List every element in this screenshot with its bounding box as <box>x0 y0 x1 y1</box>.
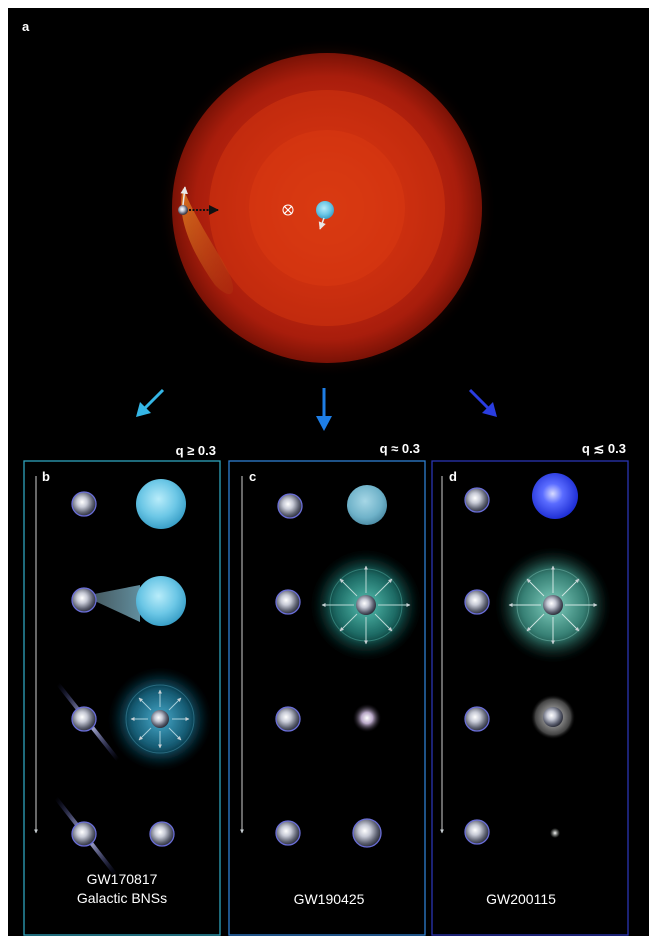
neutron-star <box>71 491 97 517</box>
compact-remnant <box>353 704 381 732</box>
neutron-star <box>277 493 303 519</box>
panel-c-caption: GW190425 <box>294 891 365 907</box>
neutron-star <box>71 706 97 732</box>
neutron-star <box>464 487 490 513</box>
panel-d-label: d <box>449 469 457 484</box>
neutron-star <box>275 820 301 846</box>
arrow-to-d-icon <box>468 388 497 417</box>
neutron-star <box>464 706 490 732</box>
helium-star <box>136 479 186 529</box>
panel-b-label: b <box>42 469 50 484</box>
ejecta-arrows <box>321 565 411 645</box>
panel-b-caption-line-1: GW170817 <box>87 871 158 887</box>
panel-c: c GW190425 <box>228 460 426 936</box>
ejecta-arrows <box>130 689 190 749</box>
arrow-to-c-icon <box>316 388 332 431</box>
spiral-in-tail <box>181 188 234 295</box>
arrow-to-b-icon <box>136 388 165 417</box>
newborn-neutron-star <box>356 595 376 615</box>
ejecta-arrows <box>508 565 598 645</box>
helium-star <box>347 485 387 525</box>
neutron-star <box>71 587 97 613</box>
neutron-star <box>71 821 97 847</box>
panel-c-q-label: q ≈ 0.3 <box>380 441 420 456</box>
newborn-neutron-star <box>543 595 563 615</box>
panel-d: d GW200115 <box>431 460 629 936</box>
panel-c-label: c <box>249 469 256 484</box>
panel-b: b GW170817 Galactic BNSs <box>23 460 221 936</box>
panel-c-frame <box>228 460 426 936</box>
stripped-star <box>136 576 186 626</box>
neutron-star <box>275 589 301 615</box>
neutron-star <box>352 818 382 848</box>
helium-star <box>532 473 578 519</box>
compact-dot <box>550 828 560 838</box>
panel-b-q-label: q ≥ 0.3 <box>176 443 216 458</box>
branch-arrows <box>136 388 497 431</box>
neutron-star <box>275 706 301 732</box>
neutron-star <box>149 821 175 847</box>
newborn-neutron-star <box>151 710 169 728</box>
panel-b-frame <box>23 460 221 936</box>
center-of-mass-marker <box>282 204 294 216</box>
panel-d-caption: GW200115 <box>486 891 556 907</box>
inspiralling-neutron-star <box>178 186 219 215</box>
orbital-velocity-arrow <box>180 186 188 206</box>
companion-core-star <box>316 201 334 230</box>
neutron-star <box>464 819 490 845</box>
panel-d-q-label: q ≲ 0.3 <box>582 441 626 456</box>
panel-b-caption-line-2: Galactic BNSs <box>77 890 167 906</box>
panel-a-label: a <box>22 19 30 34</box>
newborn-neutron-star <box>543 707 563 727</box>
mass-transfer-stream <box>84 585 140 622</box>
panel-d-frame <box>431 460 629 936</box>
neutron-star <box>464 589 490 615</box>
